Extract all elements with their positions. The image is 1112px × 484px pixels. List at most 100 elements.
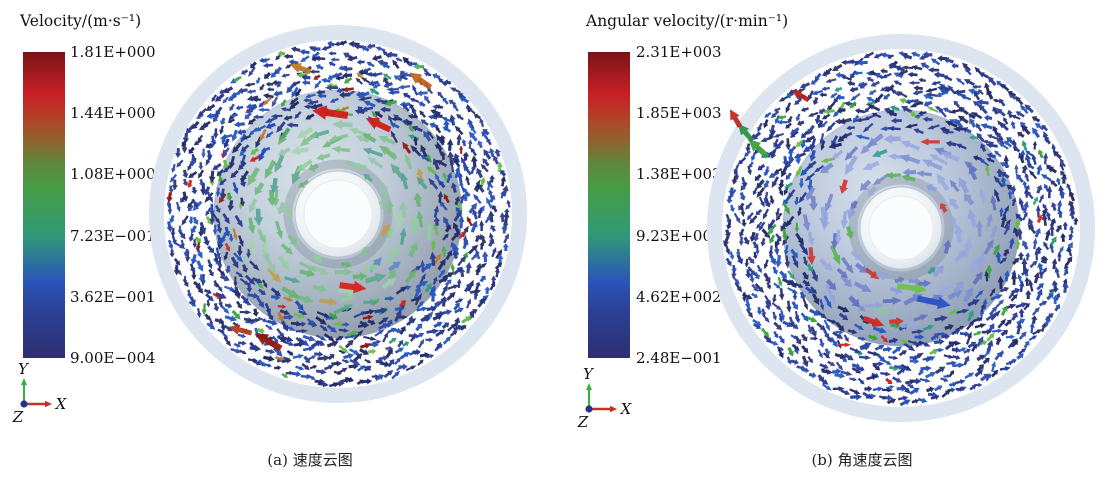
vector-arrow (904, 123, 918, 129)
vector-arrow (215, 106, 223, 117)
vector-arrow (767, 219, 776, 230)
vector-arrow (934, 285, 952, 299)
vector-arrow (1030, 315, 1038, 324)
vector-arrow (1008, 292, 1015, 300)
vector-arrow (438, 269, 446, 279)
vector-arrow (192, 280, 202, 288)
vector-arrow (908, 277, 922, 285)
vector-arrow (775, 254, 782, 268)
vector-arrow (197, 134, 204, 142)
vector-arrow (768, 245, 774, 258)
vector-arrow (751, 131, 762, 141)
vector-arrow (786, 356, 792, 365)
vector-arrow (453, 153, 460, 163)
vector-arrow (769, 195, 775, 205)
vector-arrow (813, 164, 825, 173)
vector-arrow (1011, 312, 1018, 321)
vector-arrow (903, 342, 916, 352)
vector-arrow (975, 289, 984, 299)
vector-arrow (1036, 214, 1044, 224)
vector-arrow (314, 378, 325, 385)
vector-arrow (1032, 127, 1041, 139)
vector-arrow (1067, 200, 1075, 209)
vector-arrow (340, 377, 351, 384)
vector-arrow (851, 367, 862, 374)
vector-arrow (807, 179, 814, 192)
vector-arrow (262, 57, 271, 63)
vector-arrow (954, 379, 966, 385)
vector-arrow (967, 208, 978, 228)
vector-arrow (819, 92, 827, 98)
vector-arrow (465, 175, 470, 186)
vector-arrow (1035, 288, 1043, 301)
vector-arrow (1057, 245, 1064, 256)
vector-arrow (224, 265, 232, 274)
vector-arrow (773, 167, 783, 173)
vector-arrow (458, 96, 470, 104)
vector-arrow (418, 338, 425, 349)
vector-arrow (969, 118, 977, 128)
vector-arrow (222, 96, 229, 104)
vector-arrow (790, 248, 799, 259)
vector-arrow (209, 203, 215, 217)
vector-arrow (986, 157, 995, 163)
vector-arrow (450, 262, 456, 275)
vector-arrow (249, 317, 262, 323)
vector-arrow (246, 248, 252, 259)
vector-arrow (790, 334, 798, 339)
vector-arrow (384, 295, 395, 302)
vector-arrow (899, 399, 911, 407)
vector-arrow (918, 110, 927, 116)
vector-arrow (731, 264, 737, 273)
vector-arrow (270, 287, 282, 297)
vector-arrow (383, 81, 393, 89)
vector-arrow (769, 124, 776, 136)
vector-arrow (297, 179, 309, 188)
vector-arrow (417, 359, 424, 366)
vector-arrow (840, 370, 853, 376)
vector-arrow (743, 236, 750, 245)
vector-arrow (328, 133, 349, 143)
vector-arrow (310, 45, 321, 53)
vector-arrow (908, 80, 920, 86)
vector-arrow (296, 126, 314, 139)
vector-arrow (834, 352, 847, 360)
vector-arrow (913, 314, 929, 322)
vector-arrow (963, 237, 973, 259)
vector-arrow-featured (730, 109, 743, 128)
vector-arrow (364, 273, 387, 284)
vector-arrow (435, 126, 442, 134)
vector-arrow (231, 309, 241, 320)
y-axis-arrowhead (21, 378, 27, 385)
vector-arrow (744, 298, 751, 310)
vector-arrow (978, 188, 987, 203)
vector-arrow (343, 76, 353, 84)
vector-arrow (994, 188, 1001, 202)
vector-arrow (751, 292, 759, 298)
vector-arrow (751, 151, 757, 162)
vector-arrow (738, 236, 744, 247)
vector-arrow (778, 114, 787, 120)
vector-arrow (432, 314, 443, 321)
vector-arrow (951, 346, 961, 354)
vector-arrow (968, 166, 978, 181)
vector-arrow (1051, 280, 1059, 290)
vector-arrow (190, 225, 197, 234)
vector-arrow (314, 55, 326, 62)
vector-arrow (949, 179, 960, 193)
vector-arrow (314, 80, 322, 89)
vector-arrow (238, 235, 244, 248)
vector-arrow (384, 99, 398, 107)
vector-arrow (473, 113, 481, 120)
vector-arrow (770, 110, 780, 119)
vector-arrow (1016, 321, 1023, 335)
vector-arrow (342, 72, 353, 79)
vector-arrow (347, 330, 359, 337)
vector-arrow (232, 142, 242, 154)
vector-arrow (315, 64, 324, 71)
vector-arrow (788, 189, 796, 199)
vector-arrow (428, 285, 436, 296)
vector-arrow (1028, 278, 1034, 292)
vector-arrow (985, 313, 997, 322)
vector-arrow (267, 312, 274, 321)
